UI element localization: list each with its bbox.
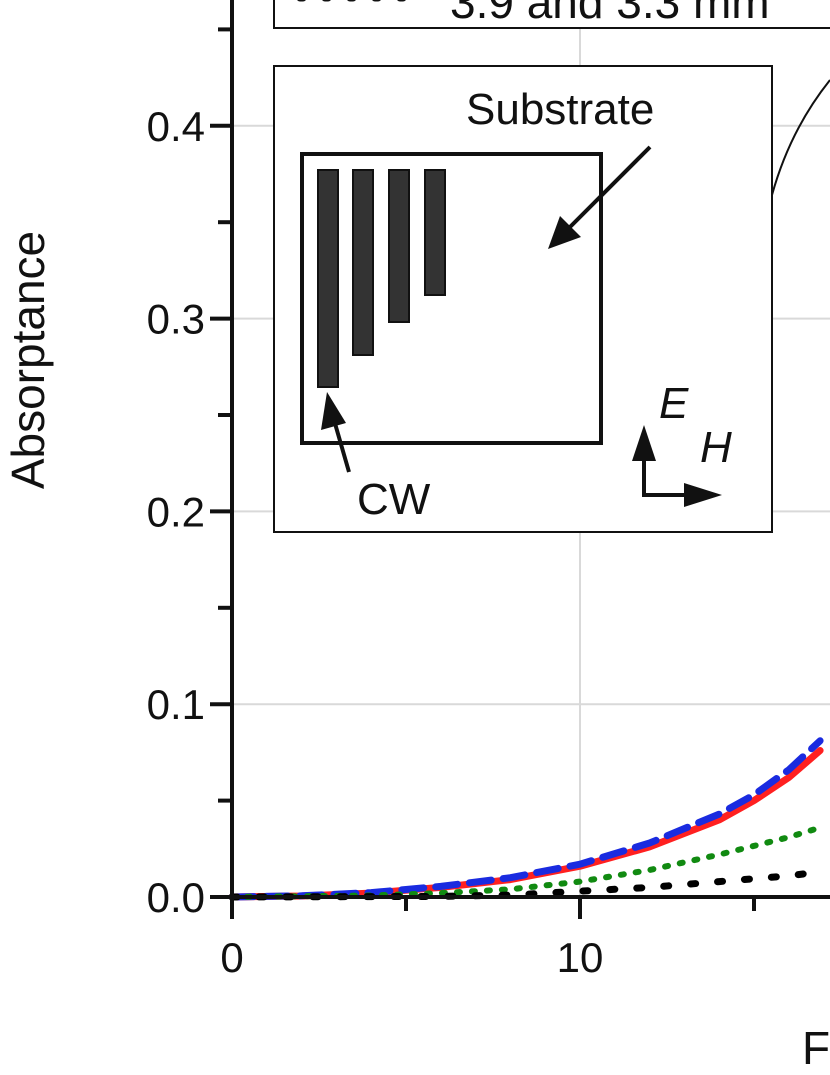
series-line-3 (229, 824, 824, 900)
y-tick-label-2: 0.2 (147, 488, 205, 535)
y-axis-title: Absorptance (2, 231, 54, 489)
x-tick-label-1: 10 (557, 934, 604, 981)
inset-leader-line (771, 79, 830, 196)
series-line-2 (228, 737, 824, 901)
y-tick-label-3: 0.3 (147, 296, 205, 343)
cw-bar-3 (388, 169, 410, 323)
legend-label: 3.9 and 3.3 mm (450, 0, 770, 28)
e-field-label: E (659, 379, 689, 428)
cw-label: CW (357, 475, 431, 524)
cw-bar-2 (352, 169, 374, 356)
y-tick-label-0: 0.0 (147, 874, 205, 921)
x-tick-label-0: 0 (220, 934, 243, 981)
cw-bar-4 (424, 169, 446, 296)
y-tick-label-1: 0.1 (147, 681, 205, 728)
cw-bar-1 (317, 169, 339, 388)
x-axis-title: F (802, 1022, 830, 1074)
series-lines (228, 737, 824, 901)
axes: 0.0 0.1 0.2 0.3 0.4 0 10 (147, 0, 830, 981)
e-field-arrowhead (632, 425, 656, 461)
y-tick-label-4: 0.4 (147, 103, 205, 150)
substrate-arrow (563, 145, 652, 234)
cw-arrowhead (321, 392, 346, 430)
legend: 3.9 and 3.3 mm (273, 0, 830, 29)
substrate-rect (300, 152, 603, 445)
h-field-arrowhead (684, 483, 722, 507)
substrate-label: Substrate (466, 85, 654, 134)
inset-diagram: Substrate CW E H (273, 65, 830, 533)
legend-box (273, 0, 830, 29)
h-field-label: H (700, 423, 732, 472)
inset-frame (273, 65, 773, 533)
cw-arrow (332, 419, 351, 473)
substrate-arrowhead (548, 216, 581, 249)
